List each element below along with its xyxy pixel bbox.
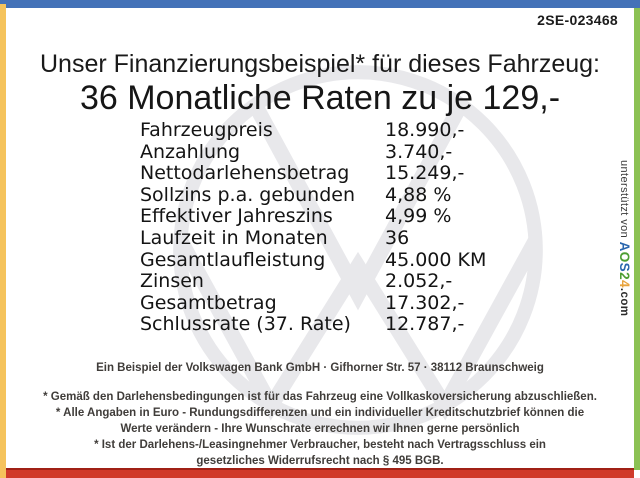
aos24-domain-suffix: .com xyxy=(618,287,630,317)
row-label: Fahrzeugpreis xyxy=(140,119,273,141)
bank-address-line: Ein Beispiel der Volkswagen Bank GmbH · … xyxy=(96,362,544,374)
row-label: Laufzeit in Monaten xyxy=(140,226,328,249)
footnote-insurance: * Gemäß den Darlehensbedingungen ist für… xyxy=(0,390,640,406)
page-title: Unser Finanzierungsbeispiel* für dieses … xyxy=(39,50,600,78)
page-subtitle-rate: 36 Monatliche Raten zu je 129,- xyxy=(79,79,561,117)
frame-bar-left xyxy=(0,4,6,478)
financing-table: Fahrzeugpreis 18.990,- Anzahlung 3.740,-… xyxy=(140,119,487,336)
row-value: 17.302,- xyxy=(385,291,465,314)
row-label: Sollzins p.a. gebunden xyxy=(140,183,355,206)
row-label: Anzahlung xyxy=(140,140,241,163)
row-value: 4,99 % xyxy=(385,205,452,228)
frame-bar-top xyxy=(0,0,640,8)
frame-bar-bottom xyxy=(6,468,634,478)
row-value: 4,88 % xyxy=(385,183,452,206)
offer-id: 2SE-023468 xyxy=(537,12,618,28)
row-value: 36 xyxy=(385,226,410,249)
footnote-text: * Alle Angaben in Euro - Rundungsdiffere… xyxy=(55,407,585,435)
frame-bar-right xyxy=(634,8,640,470)
table-row: Effektiver Jahreszins 4,99 % xyxy=(140,206,486,228)
footnote-text: * Gemäß den Darlehensbedingungen ist für… xyxy=(43,391,597,403)
table-row: Zinsen 2.052,- xyxy=(140,271,486,293)
row-label: Schlussrate (37. Rate) xyxy=(140,313,351,336)
table-row: Gesamtlaufleistung 45.000 KM xyxy=(140,248,487,272)
row-value: 2.052,- xyxy=(385,270,453,293)
row-value: 18.990,- xyxy=(385,119,465,141)
row-value: 3.740,- xyxy=(385,140,453,163)
row-value: 45.000 KM xyxy=(385,248,487,271)
table-row: Schlussrate (37. Rate) 12.787,- xyxy=(140,314,486,336)
footnote-text: * Ist der Darlehens-/Leasingnehmer Verbr… xyxy=(94,439,546,467)
row-label: Effektiver Jahreszins xyxy=(140,205,333,228)
row-label: Nettodarlehensbetrag xyxy=(140,162,350,185)
supported-by-prefix: unterstützt von xyxy=(618,160,630,242)
supported-by-vertical-label: unterstützt von AOS24.com xyxy=(617,160,632,316)
row-label: Zinsen xyxy=(140,270,204,293)
row-value: 12.787,- xyxy=(385,313,465,336)
row-value: 15.249,- xyxy=(385,162,465,185)
row-label: Gesamtlaufleistung xyxy=(140,248,326,271)
aos24-logo: AOS24 xyxy=(617,241,632,288)
vw-logo-watermark-icon xyxy=(173,65,543,435)
table-row: Laufzeit in Monaten 36 xyxy=(140,226,486,250)
table-row: Sollzins p.a. gebunden 4,88 % xyxy=(140,183,486,207)
footnote-withdrawal-right: * Ist der Darlehens-/Leasingnehmer Verbr… xyxy=(0,438,640,469)
table-row: Fahrzeugpreis 18.990,- xyxy=(140,119,486,142)
row-label: Gesamtbetrag xyxy=(140,291,277,314)
table-row: Nettodarlehensbetrag 15.249,- xyxy=(140,163,486,185)
table-row: Anzahlung 3.740,- xyxy=(140,140,486,164)
table-row: Gesamtbetrag 17.302,- xyxy=(140,291,486,315)
footnote-euro-values: * Alle Angaben in Euro - Rundungsdiffere… xyxy=(0,406,640,437)
